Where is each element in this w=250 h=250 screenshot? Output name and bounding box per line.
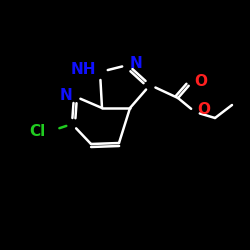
Text: O: O (197, 102, 210, 118)
Text: O: O (194, 74, 207, 90)
Text: N: N (130, 56, 143, 70)
Text: NH: NH (70, 62, 96, 78)
Text: Cl: Cl (30, 124, 46, 140)
Text: N: N (59, 88, 72, 104)
